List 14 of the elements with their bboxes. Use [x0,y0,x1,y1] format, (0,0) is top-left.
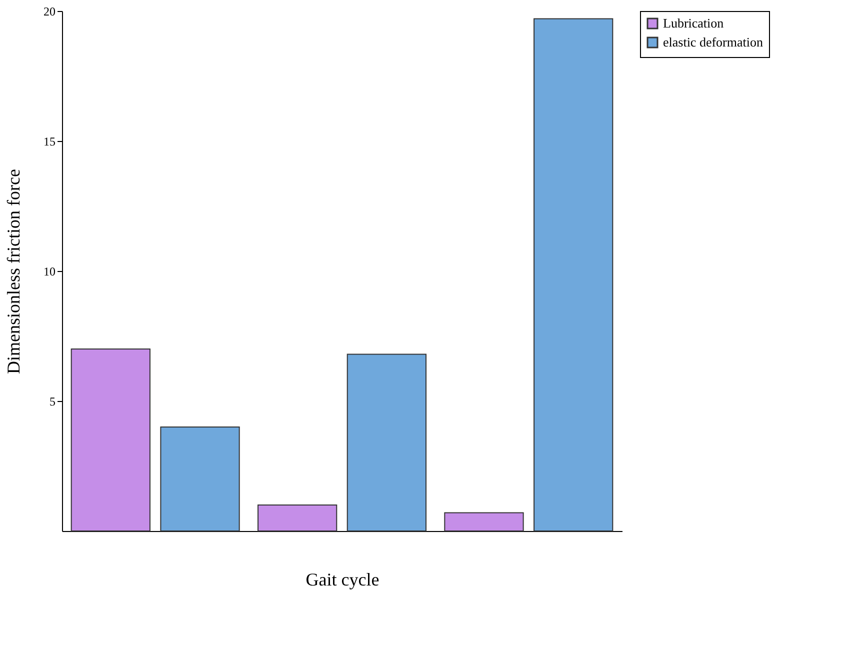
bar [258,504,338,532]
y-tick-label: 15 [44,134,56,148]
legend-label: elastic deformation [663,34,764,50]
bar [534,18,614,532]
bar [70,348,150,532]
y-tick-label: 5 [50,394,56,408]
y-tick-label: 20 [44,4,56,18]
bar [160,426,240,532]
y-axis-title: Dimensionless friction force [4,169,24,374]
bar [346,354,426,532]
y-tick-label: 10 [44,264,56,278]
x-axis-title: Gait cycle [306,570,380,590]
bar [444,512,524,532]
legend-label: Lubrication [663,16,724,30]
